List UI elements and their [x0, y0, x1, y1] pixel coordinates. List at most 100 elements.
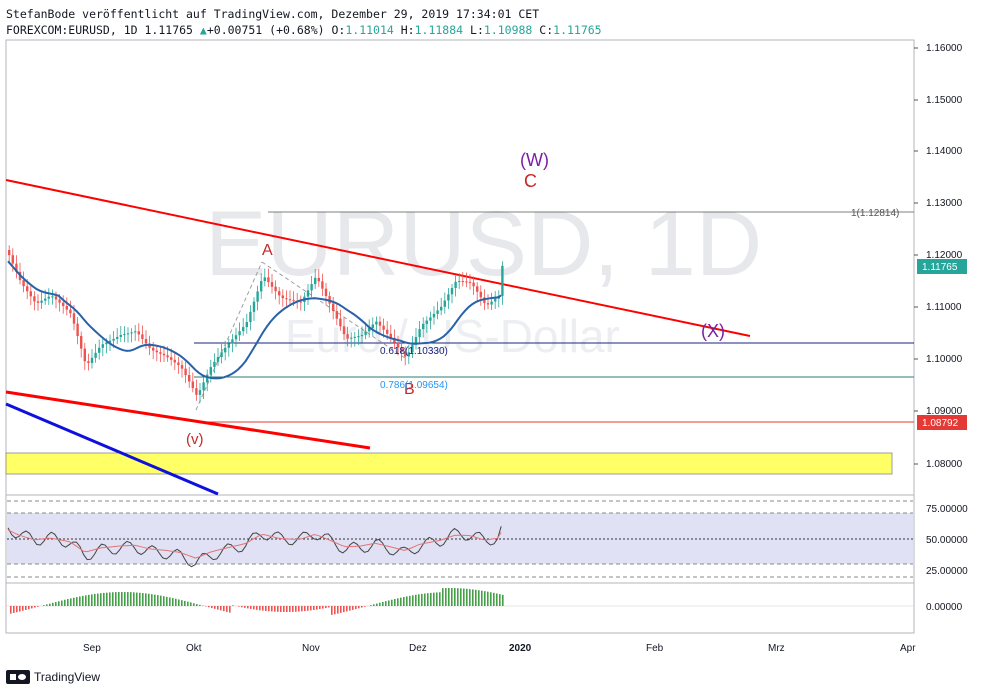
candle: [141, 334, 144, 340]
candle: [231, 339, 234, 344]
candle: [458, 281, 461, 283]
time-axis[interactable]: Sep Okt Nov Dez 2020 Feb Mrz Apr: [83, 643, 916, 654]
candle: [119, 334, 122, 337]
macd-bar: [172, 598, 174, 606]
macd-bar: [502, 594, 504, 606]
macd-bar: [451, 588, 453, 606]
macd-bar: [241, 606, 243, 608]
candle: [47, 296, 50, 299]
candle: [184, 368, 187, 376]
time-tick: Apr: [900, 643, 916, 654]
support-zone[interactable]: [5, 452, 893, 475]
close-value: 1.11765: [553, 23, 602, 37]
macd-bar: [145, 593, 147, 606]
candle: [11, 255, 14, 264]
publish-info: StefanBode veröffentlicht auf TradingVie…: [6, 7, 540, 21]
wave-label-v: (v): [186, 431, 204, 448]
rsi-tick: 75.00000: [926, 504, 968, 515]
candle: [278, 291, 281, 296]
price-tick: 1.09000: [926, 406, 963, 417]
candle: [486, 303, 490, 305]
macd-bar: [394, 598, 396, 606]
fib-label-0786: 0.786(1.09654): [380, 380, 448, 391]
macd-bar: [262, 606, 264, 611]
candle: [252, 301, 256, 312]
macd-bar: [421, 593, 423, 606]
macd-bar: [229, 606, 231, 613]
candle: [116, 336, 119, 339]
macd-bar: [208, 606, 210, 608]
candle: [476, 286, 479, 292]
macd-bar: [391, 599, 393, 606]
candle: [162, 353, 166, 356]
time-tick: Feb: [646, 643, 664, 654]
macd-bar: [103, 592, 105, 606]
candle: [411, 344, 414, 353]
symbol[interactable]: FOREXCOM:EURUSD, 1D: [6, 23, 138, 37]
candle: [80, 336, 83, 349]
price-axis[interactable]: 1.16000 1.15000 1.14000 1.13000 1.12000 …: [914, 43, 963, 470]
candle: [483, 297, 486, 304]
lower-trendline[interactable]: [5, 390, 371, 450]
price-tick: 1.14000: [926, 146, 963, 157]
candle: [130, 332, 133, 334]
macd-bar: [178, 599, 180, 606]
macd-bar: [448, 588, 450, 606]
candle: [105, 342, 108, 345]
candle: [404, 351, 407, 357]
macd-bar: [307, 606, 309, 611]
low-label: L:: [470, 23, 484, 37]
rsi-tick: 25.00000: [926, 566, 968, 577]
macd-bar: [433, 592, 435, 606]
last-price-axis-label: 1.11765: [922, 262, 958, 273]
macd-bar: [109, 592, 111, 606]
candle: [288, 299, 292, 301]
candle: [260, 281, 263, 292]
macd-bar: [325, 606, 327, 609]
macd-bar: [13, 606, 15, 613]
candle: [195, 388, 198, 395]
footer[interactable]: TradingView: [6, 670, 100, 684]
blue-trendline[interactable]: [5, 402, 219, 496]
macd-bar: [490, 592, 492, 606]
macd-bar: [340, 606, 342, 613]
upper-trendline[interactable]: [5, 179, 751, 337]
macd-bar: [349, 606, 351, 611]
macd-bar: [373, 604, 375, 606]
macd-bar: [403, 597, 405, 606]
candle: [432, 313, 436, 318]
macd-bar: [337, 606, 339, 614]
candle: [54, 296, 58, 300]
candle: [267, 277, 270, 283]
candle: [213, 361, 216, 368]
macd-bar: [430, 592, 432, 606]
candle: [450, 288, 454, 295]
macd-bar: [259, 606, 261, 611]
macd-bar: [493, 592, 495, 606]
low-value: 1.10988: [483, 23, 533, 37]
time-tick: Okt: [186, 643, 202, 654]
candle: [292, 300, 295, 302]
price-change: +0.00751 (+0.68%): [206, 23, 325, 37]
macd-bar: [331, 606, 333, 615]
candle: [36, 301, 40, 303]
macd-bar: [334, 606, 336, 615]
macd-bar: [424, 593, 426, 606]
candle: [461, 281, 464, 283]
macd-bar: [466, 588, 468, 606]
macd-bar: [199, 604, 201, 606]
candle: [321, 281, 324, 289]
candle: [490, 301, 493, 305]
macd-bar: [358, 606, 360, 609]
candle: [216, 356, 220, 362]
macd-bar: [265, 606, 267, 611]
up-arrow-icon: ▲: [199, 23, 207, 37]
macd-bar: [28, 606, 30, 610]
macd-bar: [223, 606, 225, 612]
price-tick: 1.13000: [926, 198, 963, 209]
candle: [281, 295, 284, 299]
macd-bar: [238, 606, 240, 607]
candle: [137, 331, 140, 335]
candle: [285, 298, 288, 300]
